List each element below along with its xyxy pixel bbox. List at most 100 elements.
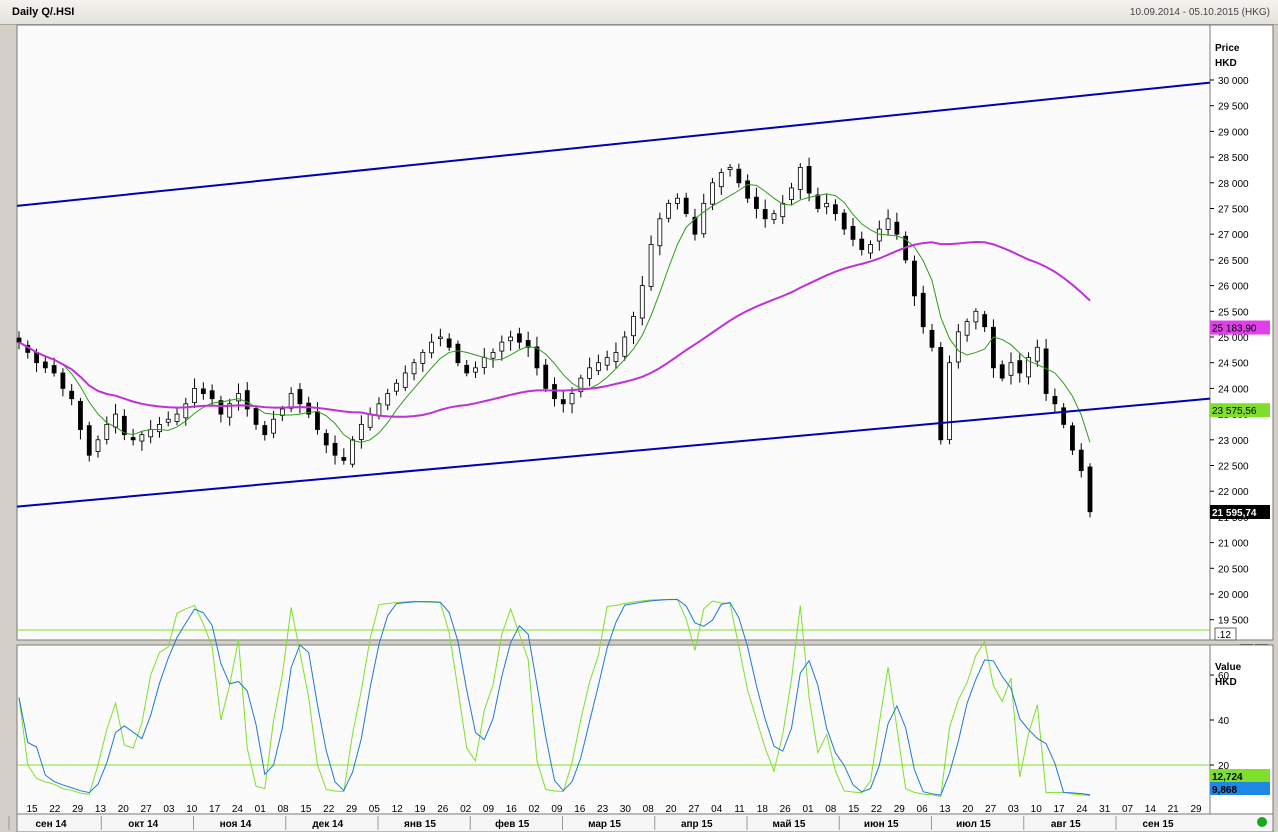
x-day-label: 22: [49, 804, 61, 815]
x-month-label: июн 15: [864, 819, 899, 830]
candle-body: [578, 377, 584, 393]
x-day-label: 20: [962, 804, 974, 815]
candle-body: [104, 423, 110, 440]
candle-body: [253, 408, 259, 425]
x-day-label: 01: [255, 804, 267, 815]
candle-body: [613, 352, 619, 362]
candles: [16, 157, 1093, 518]
candle-body: [929, 329, 935, 348]
candle-body: [912, 260, 917, 297]
candle-body: [718, 172, 724, 188]
candle-body: [244, 390, 250, 410]
candle-body: [639, 285, 645, 319]
x-day-label: 22: [323, 804, 335, 815]
price-tick-label: 30 000: [1218, 76, 1249, 87]
price-tick-label: 22 500: [1218, 462, 1249, 473]
price-tick-label: 24 000: [1218, 384, 1249, 395]
channel-lower-line: [16, 397, 1211, 508]
x-day-label: 27: [985, 804, 997, 815]
x-day-label: 31: [1099, 804, 1111, 815]
candle-body: [754, 196, 759, 209]
candle-body: [516, 333, 522, 343]
candle-body: [938, 347, 944, 441]
x-month-label: дек 14: [312, 819, 343, 830]
x-day-label: 18: [757, 804, 769, 815]
x-day-label: 15: [848, 804, 860, 815]
candle-body: [60, 372, 66, 389]
candle-body: [622, 336, 628, 357]
candle-body: [525, 340, 531, 348]
candle-body: [455, 343, 461, 364]
candle-body: [499, 341, 505, 352]
x-day-label: 29: [72, 804, 84, 815]
candle-body: [780, 202, 786, 218]
candle-body: [78, 400, 83, 430]
price-tick-label: 28 500: [1218, 153, 1249, 164]
candle-body: [279, 408, 285, 416]
candle-body: [894, 221, 900, 235]
candle-body: [376, 403, 382, 417]
candle-body: [271, 418, 276, 434]
candle-body: [762, 209, 768, 220]
candle-body: [991, 326, 996, 369]
candle-body: [385, 393, 391, 406]
candle-body: [315, 411, 320, 430]
x-day-label: 13: [939, 804, 951, 815]
x-day-label: 16: [574, 804, 586, 815]
candle-body: [797, 166, 803, 190]
candle-body: [165, 418, 171, 423]
candle-body: [86, 425, 92, 456]
price-badge-label: 23 575,56: [1212, 406, 1257, 417]
osc-tick-label: 40: [1218, 716, 1230, 727]
candle-body: [481, 357, 487, 368]
price-tick-label: 22 000: [1218, 487, 1249, 498]
candle-body: [982, 314, 988, 328]
candle-body: [227, 403, 233, 418]
x-day-label: 13: [95, 804, 107, 815]
sma-long-line: [18, 241, 1091, 418]
price-tick-label: 19 500: [1218, 616, 1249, 627]
date-range: 10.09.2014 - 05.10.2015 (HKG): [1129, 7, 1270, 18]
price-axis-title: Price: [1215, 43, 1240, 54]
osc-badge: [1210, 769, 1270, 782]
scale-label: .12: [1217, 630, 1231, 641]
price-badge: [1210, 320, 1270, 335]
x-day-label: 11: [734, 804, 745, 815]
candle-body: [710, 182, 715, 205]
x-month-label: июл 15: [956, 819, 991, 830]
candle-body: [736, 168, 742, 184]
candle-body: [824, 202, 830, 208]
candle-body: [587, 367, 593, 379]
candle-body: [332, 442, 338, 456]
candle-body: [95, 439, 101, 452]
x-day-label: 09: [483, 804, 495, 815]
candle-body: [868, 244, 873, 254]
x-day-label: 12: [392, 804, 404, 815]
candle-body: [218, 400, 224, 415]
candle-body: [358, 423, 364, 440]
candle-body: [595, 362, 601, 372]
candle-body: [341, 457, 347, 461]
x-day-label: 29: [894, 804, 906, 815]
osc-plot-area: [16, 644, 1211, 815]
x-day-label: 24: [1076, 804, 1088, 815]
candle-body: [394, 382, 399, 392]
candle-body: [1061, 407, 1067, 425]
candle-body: [121, 415, 127, 436]
candle-body: [464, 364, 470, 374]
candle-body: [534, 346, 540, 369]
candle-body: [833, 204, 838, 215]
osc-axis-unit: HKD: [1215, 677, 1237, 688]
candle-body: [306, 402, 312, 415]
candle-body: [1008, 362, 1014, 376]
x-day-label: 10: [1031, 804, 1043, 815]
candle-body: [727, 166, 733, 171]
price-tick-label: 23 000: [1218, 436, 1249, 447]
x-day-label: 01: [802, 804, 814, 815]
x-day-label: 02: [460, 804, 472, 815]
candle-body: [411, 362, 417, 375]
price-tick-label: 25 000: [1218, 333, 1249, 344]
candle-body: [446, 338, 452, 348]
